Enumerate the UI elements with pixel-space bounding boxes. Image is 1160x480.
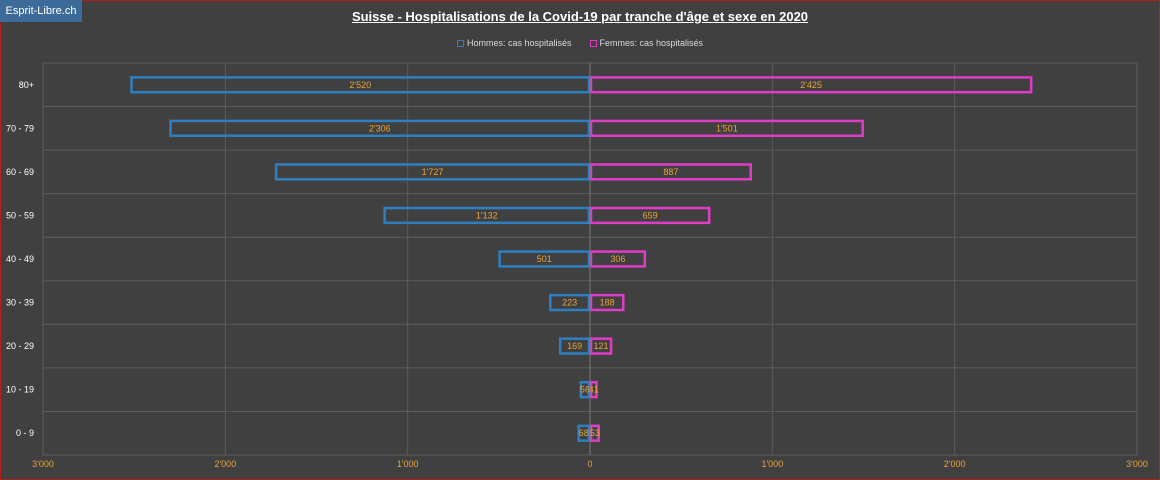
legend-item-women: Femmes: cas hospitalisés bbox=[589, 38, 704, 48]
data-label: 68 bbox=[579, 428, 589, 438]
legend: Hommes: cas hospitalisés Femmes: cas hos… bbox=[0, 38, 1160, 48]
category-label: 20 - 29 bbox=[6, 341, 34, 351]
data-label: 1'727 bbox=[422, 167, 444, 177]
bar-men bbox=[130, 76, 591, 94]
data-label: 56 bbox=[580, 385, 590, 395]
bar-men bbox=[579, 381, 591, 399]
category-label: 10 - 19 bbox=[6, 385, 34, 395]
data-label: 659 bbox=[643, 210, 658, 220]
bar-men bbox=[383, 206, 591, 225]
data-label: 2'520 bbox=[349, 80, 371, 90]
data-label: 121 bbox=[594, 341, 609, 351]
data-label: 169 bbox=[567, 341, 582, 351]
bar-women bbox=[589, 424, 600, 442]
legend-item-men: Hommes: cas hospitalisés bbox=[456, 38, 572, 48]
bar-women bbox=[589, 76, 1033, 94]
x-tick-label: 1'000 bbox=[397, 459, 419, 469]
x-tick-label: 3'000 bbox=[32, 459, 54, 469]
data-label: 41 bbox=[589, 385, 599, 395]
bar-women bbox=[589, 337, 613, 355]
category-label: 40 - 49 bbox=[6, 254, 34, 264]
bar-women bbox=[589, 250, 647, 268]
legend-label-women: Femmes: cas hospitalisés bbox=[599, 38, 704, 48]
bar-women bbox=[589, 293, 625, 312]
bar-women bbox=[589, 381, 598, 399]
x-tick-label: 2'000 bbox=[214, 459, 236, 469]
bar-men bbox=[498, 250, 591, 268]
bar-men bbox=[577, 424, 591, 442]
data-label: 53 bbox=[590, 428, 600, 438]
data-label: 2'425 bbox=[800, 80, 822, 90]
bar-men bbox=[558, 337, 591, 355]
x-tick-label: 2'000 bbox=[944, 459, 966, 469]
data-label: 2'306 bbox=[369, 123, 391, 133]
data-label: 223 bbox=[562, 298, 577, 308]
category-label: 80+ bbox=[19, 80, 34, 90]
category-label: 30 - 39 bbox=[6, 298, 34, 308]
x-tick-label: 3'000 bbox=[1126, 459, 1148, 469]
category-label: 60 - 69 bbox=[6, 167, 34, 177]
x-tick-label: 1'000 bbox=[761, 459, 783, 469]
category-label: 0 - 9 bbox=[16, 428, 34, 438]
category-label: 70 - 79 bbox=[6, 123, 34, 133]
bar-women bbox=[589, 206, 711, 225]
bar-women bbox=[589, 119, 864, 137]
legend-swatch-men bbox=[456, 39, 464, 47]
data-label: 188 bbox=[600, 298, 615, 308]
data-label: 1'132 bbox=[476, 210, 498, 220]
legend-label-men: Hommes: cas hospitalisés bbox=[466, 38, 572, 48]
bar-women bbox=[589, 163, 752, 181]
data-label: 306 bbox=[610, 254, 625, 264]
data-label: 1'501 bbox=[716, 123, 738, 133]
x-tick-label: 0 bbox=[587, 459, 592, 469]
bar-men bbox=[169, 119, 591, 137]
chart-title: Suisse - Hospitalisations de la Covid-19… bbox=[351, 9, 809, 24]
bar-men bbox=[549, 293, 591, 312]
bar-men bbox=[274, 163, 591, 181]
category-label: 50 - 59 bbox=[6, 210, 34, 220]
data-label: 501 bbox=[537, 254, 552, 264]
legend-swatch-women bbox=[589, 39, 597, 47]
data-label: 887 bbox=[663, 167, 678, 177]
site-badge[interactable]: Esprit-Libre.ch bbox=[0, 0, 82, 22]
